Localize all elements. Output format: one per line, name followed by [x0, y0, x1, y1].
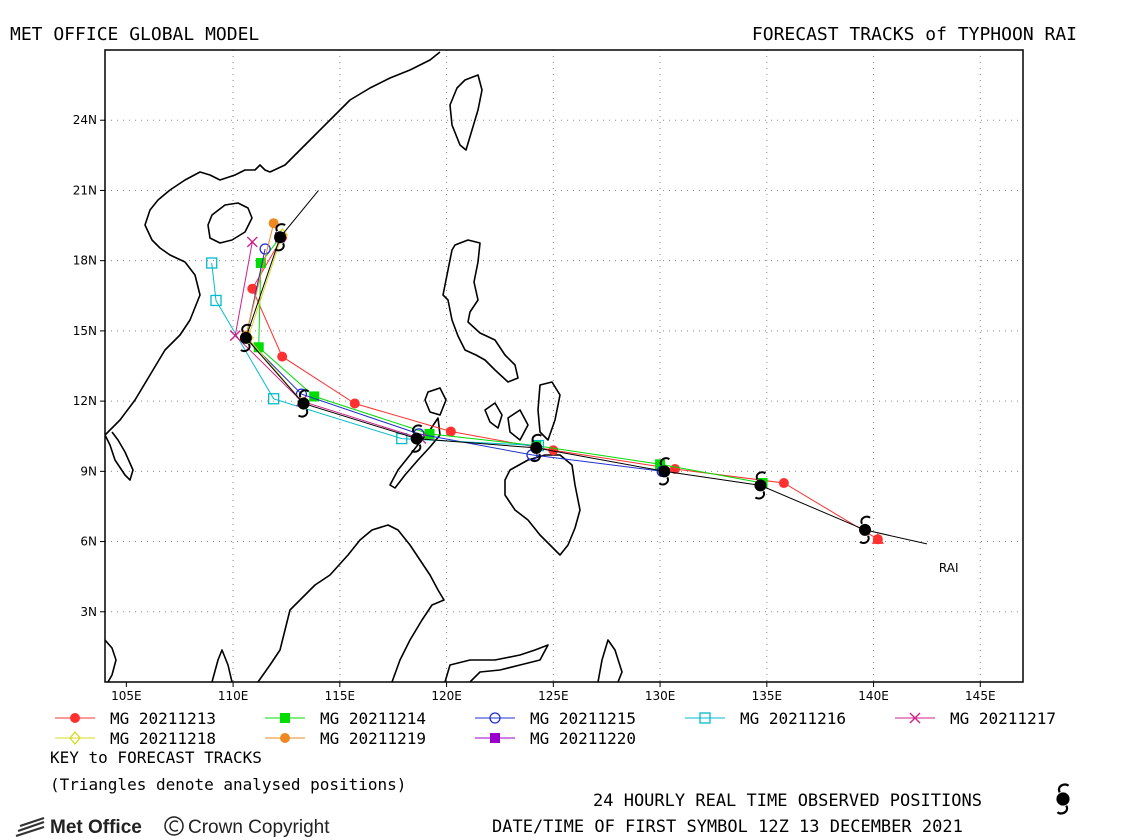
- met-office-logo-icon: [15, 816, 45, 838]
- typhoon-symbol-icon: [1056, 783, 1070, 815]
- forecast-track-point: [424, 428, 435, 439]
- lon-tick-label: 135E: [752, 689, 783, 703]
- forecast-track-point: [247, 283, 258, 294]
- coastline: [105, 51, 623, 682]
- model-title: MET OFFICE GLOBAL MODEL: [10, 24, 259, 45]
- forecast-track-point: [268, 218, 279, 229]
- plot-frame: [104, 49, 1024, 683]
- forecast-track-point: [206, 257, 218, 269]
- legend-entry: MG 20211218: [110, 729, 216, 748]
- storm-label: RAI: [939, 561, 959, 575]
- legend-marker: [280, 713, 290, 723]
- forecast-track-point: [259, 243, 271, 255]
- lon-tick-label: 120E: [431, 689, 462, 703]
- forecast-track-point: [778, 478, 789, 489]
- legend-entry: MG 20211215: [530, 709, 636, 728]
- lat-tick-label: 12N: [73, 394, 97, 408]
- lon-tick-label: 110E: [218, 689, 249, 703]
- forecast-track-point: [277, 351, 288, 362]
- typhoon-symbol-icon: [754, 471, 767, 500]
- typhoon-symbol-icon: [239, 323, 252, 353]
- typhoon-symbol-icon: [658, 457, 671, 486]
- analysed-position-triangle: [871, 532, 884, 544]
- met-office-logo-text: Met Office: [50, 817, 142, 838]
- forecast-tracks: [206, 218, 883, 545]
- typhoon-symbol-icon: [1056, 783, 1070, 815]
- legend-marker: [489, 712, 501, 724]
- legend-entry: MG 20211219: [320, 729, 426, 748]
- forecast-track-line: [251, 237, 879, 540]
- forecast-track-point: [445, 426, 456, 437]
- lon-tick-label: 105E: [111, 689, 142, 703]
- typhoon-symbol-icon: [274, 223, 287, 252]
- copyright-text: Crown Copyright: [188, 817, 330, 838]
- legend-marker: [280, 733, 290, 743]
- typhoon-symbol-icon: [530, 433, 543, 463]
- observed-positions: [239, 190, 928, 545]
- legend-marker: [69, 730, 81, 746]
- typhoon-symbol-icon: [297, 389, 310, 418]
- legend-entry: MG 20211214: [320, 709, 426, 728]
- legend-entry: MG 20211216: [740, 709, 846, 728]
- forecast-track-point: [253, 342, 264, 353]
- forecast-track-line: [234, 241, 422, 440]
- copyright-icon: [164, 816, 184, 836]
- legend-marker: [490, 733, 500, 743]
- legend-entry: MG 20211220: [530, 729, 636, 748]
- first-symbol-datetime: DATE/TIME OF FIRST SYMBOL 12Z 13 DECEMBE…: [492, 817, 963, 837]
- typhoon-symbol-icon: [859, 515, 872, 545]
- typhoon-symbol-icon: [410, 424, 423, 453]
- legend-marker: [699, 712, 711, 724]
- lon-tick-label: 125E: [538, 689, 569, 703]
- lon-tick-label: 130E: [645, 689, 676, 703]
- lat-tick-label: 9N: [80, 464, 97, 478]
- forecast-track-point: [210, 294, 222, 307]
- legend-entry: MG 20211213: [110, 709, 216, 728]
- forecast-track-point: [309, 391, 320, 402]
- forecast-track-line: [245, 248, 663, 472]
- lat-tick-label: 3N: [80, 605, 97, 619]
- lon-tick-label: 140E: [858, 689, 889, 703]
- forecast-track-point: [255, 258, 266, 269]
- forecast-track-point: [246, 236, 258, 248]
- graticule: [105, 50, 1023, 682]
- lat-tick-label: 24N: [73, 113, 97, 127]
- forecast-track-line: [245, 223, 275, 336]
- forecast-track-point: [268, 393, 280, 405]
- observed-positions-note: 24 HOURLY REAL TIME OBSERVED POSITIONS: [593, 791, 982, 811]
- axis-tick-labels: 105E 110E 115E 120E 125E 130E 135E 140E 145E 3N 6N…: [73, 113, 996, 703]
- legend: MG 20211213 MG 20211214 MG 20211215 MG 2021…: [55, 709, 1056, 748]
- forecast-track-point: [349, 398, 360, 409]
- forecast-title: FORECAST TRACKS of TYPHOON RAI: [752, 24, 1077, 45]
- forecast-track-point: [872, 534, 883, 545]
- legend-marker: [909, 712, 921, 724]
- forecast-track-point: [229, 330, 241, 342]
- legend-entry: MG 20211217: [950, 709, 1056, 728]
- lon-tick-label: 145E: [965, 689, 996, 703]
- legend-note: (Triangles denote analysed positions): [50, 775, 406, 794]
- lat-tick-label: 6N: [80, 535, 97, 549]
- lat-tick-label: 18N: [73, 254, 97, 268]
- lon-tick-label: 115E: [325, 689, 356, 703]
- lat-tick-label: 21N: [73, 183, 97, 197]
- lat-tick-label: 15N: [73, 324, 97, 338]
- legend-key-line: KEY to FORECAST TRACKS: [50, 748, 262, 767]
- observed-track-line: [245, 190, 928, 545]
- legend-marker: [70, 713, 80, 723]
